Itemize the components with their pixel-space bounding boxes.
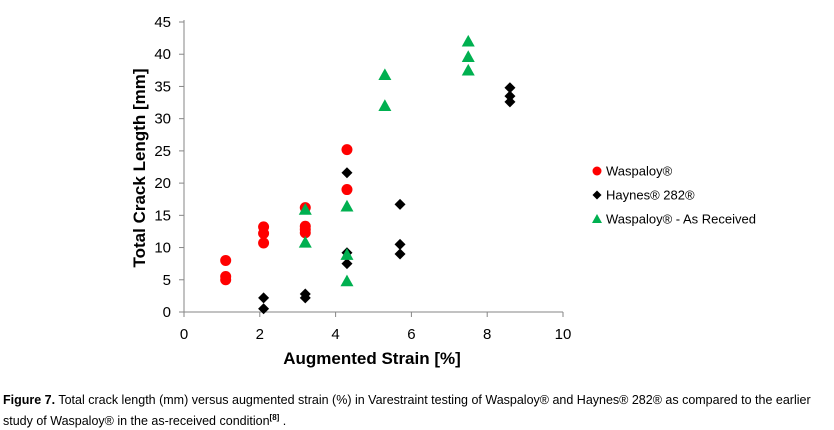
data-point-series-1 [258, 227, 270, 239]
data-points [220, 34, 516, 315]
y-tick-label: 35 [154, 78, 171, 95]
data-point-series-3 [340, 248, 354, 260]
legend-marker-series-1 [592, 166, 602, 176]
data-point-series-3 [378, 68, 392, 81]
data-point-series-2 [504, 96, 516, 108]
data-point-series-3 [340, 274, 354, 287]
axes [179, 20, 564, 317]
x-tick-label: 0 [180, 326, 188, 343]
scatter-chart: 0 5 10 15 20 25 30 35 40 45 0 2 4 6 8 10 Waspaloy® Hayne… [130, 14, 756, 368]
legend-label-series-3: Waspaloy® - As Received [606, 212, 756, 227]
y-tick-label: 15 [154, 207, 171, 224]
data-point-series-2 [258, 292, 270, 304]
caption-tail: . [279, 414, 287, 429]
data-point-series-1 [341, 184, 353, 196]
data-point-series-1 [258, 237, 270, 249]
x-tick-label: 4 [331, 326, 339, 343]
legend-marker-series-2 [592, 190, 602, 200]
x-tick-label: 8 [483, 326, 491, 343]
legend: Waspaloy® Haynes® 282® Waspaloy® - As Rece… [592, 164, 756, 227]
data-point-series-3 [461, 34, 475, 47]
legend-label-series-2: Haynes® 282® [606, 188, 695, 203]
data-point-series-3 [340, 199, 354, 212]
x-tick-label: 2 [256, 326, 264, 343]
data-point-series-2 [504, 82, 516, 94]
data-point-series-2 [394, 198, 406, 210]
data-point-series-2 [341, 258, 353, 270]
x-tick-label: 6 [407, 326, 415, 343]
legend-label-series-1: Waspaloy® [606, 164, 673, 179]
caption-label: Figure 7. [3, 393, 56, 407]
figure-caption: Figure 7. Total crack length (mm) versus… [3, 392, 831, 430]
data-point-series-3 [378, 99, 392, 111]
tick-labels: 0 5 10 15 20 25 30 35 40 45 0 2 4 6 8 10 [154, 14, 571, 343]
caption-reference: [8] [269, 413, 280, 422]
data-point-series-1 [220, 274, 232, 286]
y-tick-label: 45 [154, 14, 171, 31]
y-axis-title: Total Crack Length [mm] [130, 69, 149, 268]
data-point-series-3 [461, 63, 475, 76]
data-point-series-3 [461, 50, 475, 62]
data-point-series-2 [504, 90, 516, 102]
data-point-series-1 [220, 254, 232, 266]
data-point-series-1 [341, 144, 353, 156]
data-point-series-2 [394, 248, 406, 260]
data-point-series-3 [298, 235, 312, 248]
y-tick-label: 40 [154, 46, 171, 63]
legend-marker-series-3 [592, 214, 602, 223]
x-axis-title: Augmented Strain [%] [283, 349, 461, 368]
caption-text: Total crack length (mm) versus augmented… [3, 393, 811, 429]
y-tick-label: 20 [154, 175, 171, 192]
y-tick-label: 10 [154, 240, 171, 257]
data-point-series-2 [394, 238, 406, 250]
data-point-series-2 [299, 292, 311, 304]
y-tick-label: 0 [163, 304, 171, 321]
data-point-series-3 [298, 203, 312, 215]
y-tick-label: 5 [163, 272, 171, 289]
y-tick-label: 30 [154, 111, 171, 128]
data-point-series-2 [341, 167, 353, 179]
data-point-series-2 [258, 303, 270, 315]
y-tick-label: 25 [154, 143, 171, 160]
data-point-series-1 [299, 227, 311, 239]
x-tick-label: 10 [555, 326, 572, 343]
